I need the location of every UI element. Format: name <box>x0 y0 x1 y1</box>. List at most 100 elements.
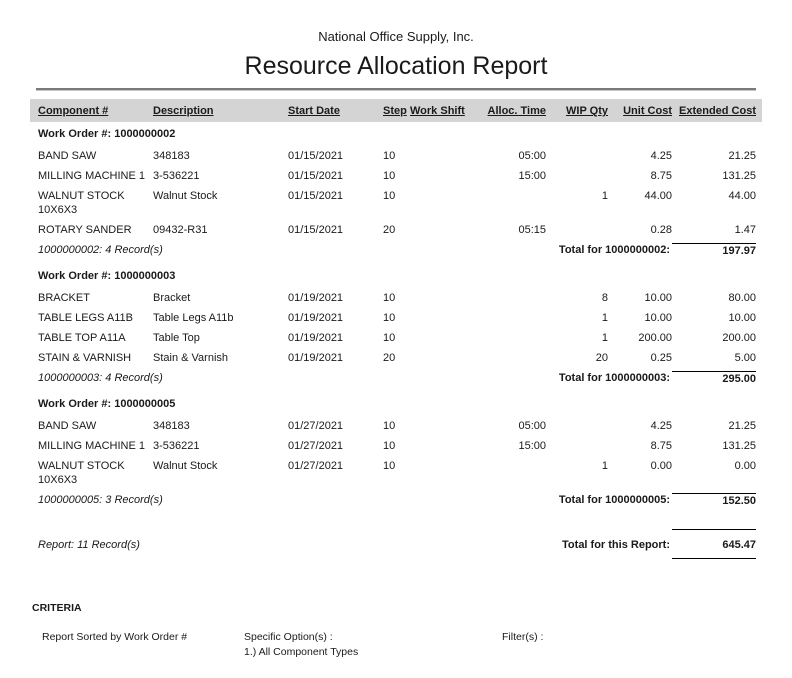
cell-wip-qty <box>546 419 608 433</box>
criteria-specific-options-label: Specific Option(s) : <box>244 631 333 643</box>
cell-extended-cost: 21.25 <box>728 420 756 432</box>
report-records-count: Report: 11 Record(s) <box>38 539 140 551</box>
cell-unit-cost: 0.28 <box>650 224 672 236</box>
cell-alloc-time <box>467 189 546 217</box>
cell-alloc-time: 05:00 <box>518 420 546 432</box>
table-row: MILLING MACHINE 1 3-536221 01/15/2021 10… <box>30 166 762 186</box>
cell-work-shift <box>410 351 467 365</box>
work-order-header: Work Order #: 1000000003 <box>38 270 176 282</box>
cell-unit-cost: 0.00 <box>650 460 672 472</box>
cell-work-shift <box>410 331 467 345</box>
cell-description: Walnut Stock <box>153 460 218 472</box>
cell-alloc-time: 05:15 <box>518 224 546 236</box>
cell-unit-cost: 8.75 <box>650 170 672 182</box>
criteria-filters-label: Filter(s) : <box>502 631 544 643</box>
cell-alloc-time: 05:00 <box>518 150 546 162</box>
cell-unit-cost: 4.25 <box>650 150 672 162</box>
cell-component: TABLE LEGS A11B <box>38 312 133 324</box>
criteria-heading: CRITERIA <box>32 602 82 614</box>
group-records-count: 1000000003: 4 Record(s) <box>38 372 163 384</box>
table-row: WALNUT STOCK 10X6X3 Walnut Stock 01/27/2… <box>30 456 762 490</box>
cell-description: Stain & Varnish <box>153 352 229 364</box>
cell-extended-cost: 0.00 <box>734 460 756 472</box>
cell-wip-qty <box>546 149 608 163</box>
cell-alloc-time <box>467 291 546 305</box>
table-header-row: Component # Description Start Date Step … <box>30 99 762 122</box>
table-row: BRACKET Bracket 01/19/2021 10 8 10.00 80… <box>30 288 762 308</box>
cell-description: 09432-R31 <box>153 224 208 236</box>
cell-step: 10 <box>383 190 396 202</box>
cell-wip-qty: 20 <box>595 352 608 364</box>
cell-component: TABLE TOP A11A <box>38 332 126 344</box>
cell-alloc-time: 15:00 <box>518 440 546 452</box>
cell-wip-qty: 1 <box>601 332 608 344</box>
group-total-value: 295.00 <box>672 371 756 386</box>
cell-step: 10 <box>383 170 396 182</box>
criteria-sorted-by: Report Sorted by Work Order # <box>42 631 188 643</box>
report-total-label: Total for this Report: <box>562 539 670 551</box>
cell-start-date: 01/15/2021 <box>288 150 344 162</box>
group-total-label: Total for 1000000002: <box>558 244 670 256</box>
group-total-value: 152.50 <box>672 493 756 508</box>
column-header-alloc-time: Alloc. Time <box>487 105 546 117</box>
cell-start-date: 01/19/2021 <box>288 292 344 304</box>
column-header-description: Description <box>153 105 214 117</box>
work-order-header: Work Order #: 1000000005 <box>38 398 176 410</box>
column-header-start-date: Start Date <box>288 105 340 117</box>
cell-wip-qty <box>546 223 608 237</box>
cell-component: WALNUT STOCK 10X6X3 <box>38 460 125 486</box>
cell-component: MILLING MACHINE 1 <box>38 170 145 182</box>
cell-description: 348183 <box>153 150 190 162</box>
cell-work-shift <box>410 189 467 217</box>
cell-start-date: 01/19/2021 <box>288 312 344 324</box>
cell-alloc-time <box>467 459 546 487</box>
cell-work-shift <box>410 149 467 163</box>
cell-step: 10 <box>383 332 396 344</box>
cell-step: 10 <box>383 312 396 324</box>
criteria-specific-option-1: 1.) All Component Types <box>244 646 359 658</box>
work-order-group: Work Order #: 1000000005 BAND SAW 348183… <box>30 392 762 514</box>
cell-step: 20 <box>383 352 396 364</box>
cell-component: BAND SAW <box>38 150 97 162</box>
cell-work-shift <box>410 419 467 433</box>
cell-alloc-time <box>467 311 546 325</box>
work-order-header: Work Order #: 1000000002 <box>38 128 176 140</box>
cell-start-date: 01/27/2021 <box>288 460 344 472</box>
cell-extended-cost: 21.25 <box>728 150 756 162</box>
cell-start-date: 01/27/2021 <box>288 440 344 452</box>
cell-alloc-time <box>467 351 546 365</box>
cell-extended-cost: 10.00 <box>728 312 756 324</box>
cell-start-date: 01/27/2021 <box>288 420 344 432</box>
cell-work-shift <box>410 459 467 487</box>
cell-extended-cost: 131.25 <box>722 440 756 452</box>
header-divider <box>36 88 756 91</box>
cell-step: 10 <box>383 292 396 304</box>
cell-description: Table Legs A11b <box>153 312 234 324</box>
cell-unit-cost: 0.25 <box>650 352 672 364</box>
cell-extended-cost: 131.25 <box>722 170 756 182</box>
cell-start-date: 01/15/2021 <box>288 190 344 202</box>
report-total-value: 645.47 <box>672 529 756 559</box>
work-order-footer: 1000000002: 4 Record(s) Total for 100000… <box>30 240 762 264</box>
cell-description: Bracket <box>153 292 191 304</box>
column-header-unit-cost: Unit Cost <box>623 105 672 117</box>
cell-wip-qty: 8 <box>601 292 608 304</box>
cell-component: ROTARY SANDER <box>38 224 132 236</box>
cell-step: 10 <box>383 440 396 452</box>
cell-step: 20 <box>383 224 396 236</box>
table-row: STAIN & VARNISH Stain & Varnish 01/19/20… <box>30 348 762 368</box>
work-order-rows: BAND SAW 348183 01/15/2021 10 05:00 4.25… <box>30 146 762 240</box>
cell-description: 348183 <box>153 420 190 432</box>
cell-unit-cost: 4.25 <box>650 420 672 432</box>
cell-unit-cost: 44.00 <box>644 190 672 202</box>
report-table: Component # Description Start Date Step … <box>30 99 762 562</box>
cell-component: BRACKET <box>38 292 90 304</box>
cell-extended-cost: 80.00 <box>728 292 756 304</box>
cell-alloc-time <box>467 331 546 345</box>
group-total-label: Total for 1000000003: <box>558 372 670 384</box>
column-header-extended-cost: Extended Cost <box>678 105 756 117</box>
cell-work-shift <box>410 291 467 305</box>
group-total-label: Total for 1000000005: <box>558 494 670 506</box>
column-header-wip-qty: WIP Qty <box>566 105 608 117</box>
